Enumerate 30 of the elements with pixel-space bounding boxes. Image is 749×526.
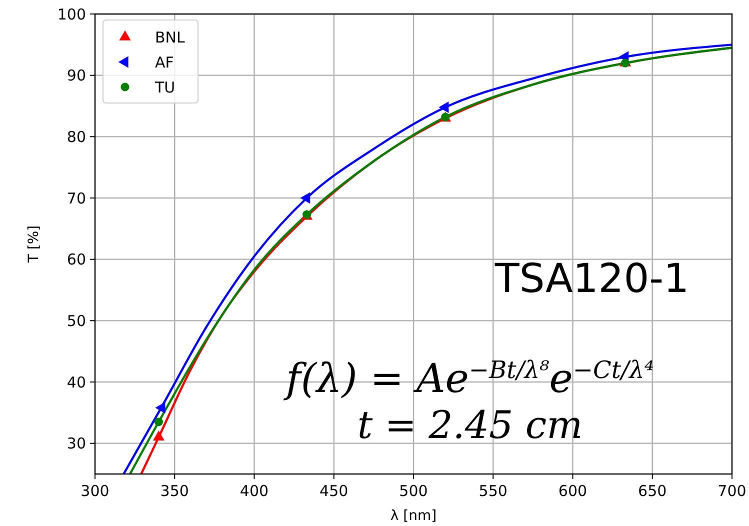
y-tick-label: 60 — [66, 250, 86, 269]
y-tick-label: 40 — [66, 373, 86, 392]
x-tick-label: 350 — [160, 482, 189, 500]
y-tick-label: 100 — [57, 5, 86, 24]
y-tick-label: 80 — [66, 128, 86, 146]
x-tick-label: 650 — [638, 482, 667, 500]
y-tick-label: 50 — [66, 312, 86, 330]
x-tick-label: 550 — [478, 482, 508, 500]
point — [154, 418, 163, 426]
annotation: t = 2.45 cm — [357, 403, 583, 447]
annotation: f(λ) = Ae$^{−Bt/λ⁸}$e$^{−Ct/λ⁴}$ — [283, 356, 654, 402]
point — [152, 430, 164, 441]
legend-label: TU — [154, 78, 176, 96]
x-tick-label: 500 — [399, 482, 428, 500]
x-tick-label: 450 — [320, 482, 348, 500]
y-tick-label: 70 — [66, 189, 86, 208]
x-tick-label: 400 — [240, 482, 269, 500]
legend-label: AF — [155, 53, 174, 72]
x-tick-label: 700 — [718, 482, 746, 500]
point — [155, 402, 166, 414]
annotation: TSA120-1 — [494, 256, 690, 302]
y-axis-title: T [%] — [26, 225, 42, 264]
x-axis-title: λ [nm] — [390, 508, 437, 524]
point — [621, 58, 630, 68]
x-tick-label: 600 — [558, 482, 588, 500]
y-tick-label: 30 — [66, 434, 86, 453]
y-tick-label: 90 — [66, 66, 86, 85]
legend-label: BNL — [155, 28, 186, 46]
point — [300, 192, 310, 204]
x-tick-label: 300 — [80, 482, 110, 500]
